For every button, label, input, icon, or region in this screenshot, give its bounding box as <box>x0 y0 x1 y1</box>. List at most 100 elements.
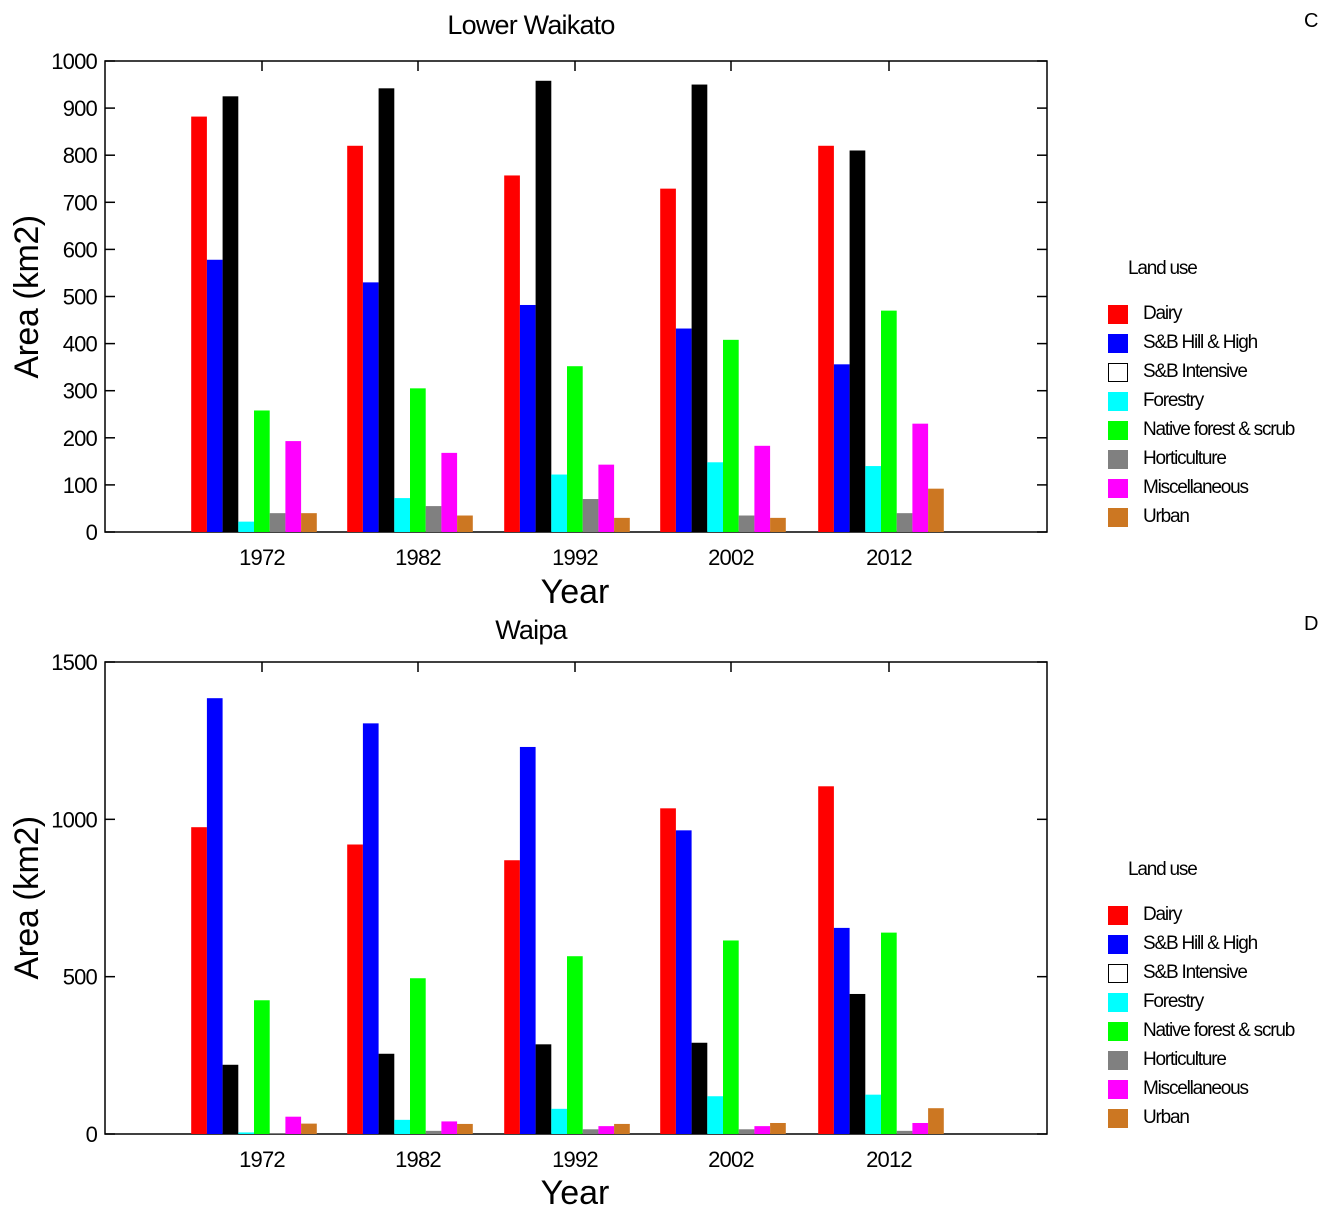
y-tick-label: 100 <box>63 473 98 498</box>
bar-s-b-hill-high-1992 <box>519 746 536 1134</box>
y-tick-label: 1000 <box>51 807 97 832</box>
y-tick-label: 800 <box>63 143 98 168</box>
legend-swatch <box>1108 993 1128 1012</box>
x-tick-label: 1972 <box>239 545 285 570</box>
y-tick-label: 200 <box>63 426 98 451</box>
bar-miscellaneous-1972 <box>285 1116 302 1134</box>
legend-swatch <box>1108 906 1128 925</box>
y-tick-label: 600 <box>63 237 98 262</box>
x-tick-label: 2002 <box>708 1147 754 1172</box>
bar-horticulture-2012 <box>896 1130 913 1134</box>
bar-miscellaneous-1982 <box>441 452 458 532</box>
legend-label: Dairy <box>1143 904 1183 925</box>
x-tick-label: 1972 <box>239 1147 285 1172</box>
bar-miscellaneous-2002 <box>754 1126 771 1134</box>
legend-label: Urban <box>1143 1107 1190 1128</box>
bar-native-forest-scrub-2012 <box>881 310 897 532</box>
x-tick-label: 1992 <box>552 1147 598 1172</box>
bar-s-b-intensive-2002 <box>691 1042 708 1134</box>
bar-native-forest-scrub-2012 <box>881 932 897 1134</box>
bar-forestry-1992 <box>551 1108 567 1134</box>
bar-forestry-2002 <box>707 1096 723 1134</box>
bar-horticulture-2002 <box>738 1129 755 1134</box>
y-axis-label: Area (km2) <box>8 816 46 979</box>
bar-horticulture-1992 <box>582 499 599 532</box>
bar-urban-2012 <box>928 1108 944 1134</box>
bar-s-b-hill-high-2002 <box>675 830 692 1134</box>
bar-native-forest-scrub-2002 <box>723 339 739 532</box>
y-tick-label: 500 <box>63 965 98 990</box>
bar-s-b-intensive-1992 <box>535 1044 552 1134</box>
y-tick-label: 400 <box>63 332 98 357</box>
bar-native-forest-scrub-2002 <box>723 940 739 1134</box>
x-tick-label: 2012 <box>866 545 912 570</box>
bar-dairy-2012 <box>818 145 834 532</box>
bar-urban-1982 <box>457 1123 473 1134</box>
bar-s-b-intensive-2012 <box>849 993 866 1134</box>
legend-swatch <box>1108 1022 1128 1041</box>
bar-native-forest-scrub-1982 <box>410 978 426 1134</box>
bar-native-forest-scrub-1992 <box>567 956 583 1134</box>
y-tick-label: 0 <box>86 1122 98 1147</box>
legend-swatch <box>1108 334 1128 353</box>
bar-forestry-2012 <box>865 466 881 532</box>
x-tick-label: 1982 <box>395 1147 441 1172</box>
bar-s-b-intensive-1972 <box>222 96 239 532</box>
chart-title: Waipa <box>495 615 568 645</box>
bar-dairy-1972 <box>191 116 207 532</box>
y-tick-label: 0 <box>86 520 98 545</box>
legend-lower-waikato: Land use Dairy S&B Hill & High S&B Intensi… <box>1108 258 1328 533</box>
bar-dairy-1982 <box>347 145 363 532</box>
bar-miscellaneous-1972 <box>285 441 302 532</box>
x-axis-label: Year <box>541 1174 610 1210</box>
legend-swatch <box>1108 363 1128 382</box>
legend-label: Urban <box>1143 506 1190 527</box>
chart-title: Lower Waikato <box>447 10 614 40</box>
legend-label: S&B Intensive <box>1143 962 1248 983</box>
bar-urban-2002 <box>770 517 786 532</box>
bar-s-b-hill-high-2012 <box>833 927 850 1134</box>
legend-label: Native forest & scrub <box>1143 1020 1295 1041</box>
bar-urban-1982 <box>457 515 473 532</box>
bar-s-b-intensive-1972 <box>222 1064 239 1134</box>
bar-dairy-1972 <box>191 827 207 1134</box>
legend-swatch <box>1108 421 1128 440</box>
x-tick-label: 1982 <box>395 545 441 570</box>
x-tick-label: 2002 <box>708 545 754 570</box>
y-tick-label: 1500 <box>51 650 97 675</box>
bar-s-b-intensive-1982 <box>378 88 395 533</box>
y-tick-label: 900 <box>63 96 98 121</box>
bar-miscellaneous-1992 <box>598 464 615 532</box>
legend-title: Land use <box>1128 859 1198 880</box>
bar-urban-2002 <box>770 1122 786 1134</box>
bar-s-b-hill-high-1982 <box>362 282 379 532</box>
legend-swatch <box>1108 1080 1128 1099</box>
legend-swatch <box>1108 508 1128 527</box>
legend-label: S&B Hill & High <box>1143 933 1258 954</box>
bar-s-b-hill-high-1972 <box>206 259 223 532</box>
legend-label: S&B Intensive <box>1143 361 1248 382</box>
bar-miscellaneous-2012 <box>912 423 929 532</box>
bar-s-b-hill-high-1982 <box>362 723 379 1134</box>
bar-urban-1972 <box>301 513 317 532</box>
bar-dairy-2012 <box>818 786 834 1134</box>
legend-label: Forestry <box>1143 991 1204 1012</box>
y-axis-label: Area (km2) <box>8 215 46 378</box>
legend-title: Land use <box>1128 258 1198 279</box>
bar-dairy-1982 <box>347 844 363 1134</box>
bar-forestry-2002 <box>707 462 723 532</box>
bar-miscellaneous-1982 <box>441 1121 458 1134</box>
bar-native-forest-scrub-1972 <box>254 410 270 532</box>
panel-letter-c: C <box>1304 10 1318 32</box>
legend-swatch <box>1108 964 1128 983</box>
x-tick-label: 1992 <box>552 545 598 570</box>
legend-swatch <box>1108 392 1128 411</box>
bar-horticulture-2002 <box>738 515 755 532</box>
y-tick-label: 300 <box>63 379 98 404</box>
bar-horticulture-1972 <box>269 513 286 532</box>
bar-horticulture-1982 <box>425 506 442 532</box>
bar-s-b-intensive-2012 <box>849 150 866 533</box>
bar-dairy-1992 <box>504 175 520 532</box>
